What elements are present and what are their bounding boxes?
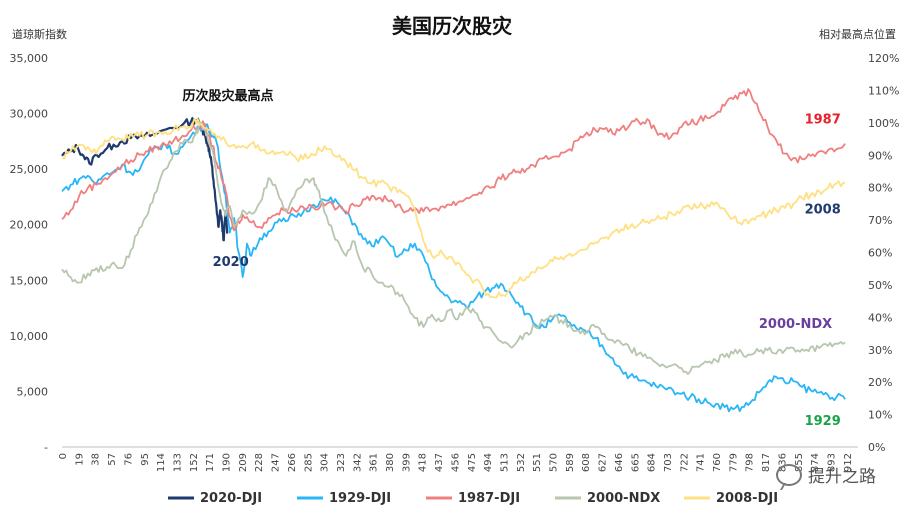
x-tick-label: 475 xyxy=(467,453,478,472)
right-tick-label: 70% xyxy=(868,214,892,227)
x-tick-label: 114 xyxy=(156,453,167,472)
x-tick-label: 855 xyxy=(794,453,805,472)
x-tick-label: 380 xyxy=(385,453,396,472)
legend-label: 2000-NDX xyxy=(587,491,660,506)
right-tick-label: 0% xyxy=(868,441,885,454)
x-tick-label: 209 xyxy=(238,453,249,472)
x-tick-label: 228 xyxy=(254,453,265,472)
x-tick-label: 456 xyxy=(450,453,461,472)
annotation-label: 2000-NDX xyxy=(759,317,832,332)
left-tick-label: - xyxy=(44,441,48,454)
x-tick-label: 133 xyxy=(172,453,183,472)
wechat-icon xyxy=(776,463,802,486)
right-tick-label: 20% xyxy=(868,376,892,389)
x-tick-label: 418 xyxy=(418,453,429,472)
x-tick-label: 646 xyxy=(614,453,625,472)
series-line-1987-dji xyxy=(61,88,846,232)
right-tick-label: 120% xyxy=(868,52,899,65)
right-tick-label: 80% xyxy=(868,182,892,195)
x-tick-label: 779 xyxy=(728,453,739,472)
x-tick-label: 247 xyxy=(271,453,282,472)
left-tick-label: 25,000 xyxy=(10,163,49,176)
x-tick-label: 874 xyxy=(810,453,821,472)
x-tick-label: 57 xyxy=(107,453,118,466)
x-tick-label: 722 xyxy=(679,453,690,472)
x-tick-label: 171 xyxy=(205,453,216,472)
x-tick-label: 836 xyxy=(777,453,788,472)
right-tick-label: 10% xyxy=(868,409,892,422)
watermark-text: 提升之路 xyxy=(808,467,876,487)
annotation-label: 历次股灾最高点 xyxy=(182,88,273,104)
left-tick-label: 15,000 xyxy=(10,274,49,287)
watermark: 提升之路 xyxy=(776,462,876,487)
x-tick-label: 494 xyxy=(483,453,494,472)
x-tick-label: 38 xyxy=(91,453,102,466)
x-tick-label: 912 xyxy=(843,453,854,472)
x-tick-label: 817 xyxy=(761,453,772,472)
left-tick-label: 35,000 xyxy=(10,52,49,65)
x-tick-label: 608 xyxy=(581,453,592,472)
right-tick-label: 50% xyxy=(868,279,892,292)
series-line-1929-dji xyxy=(61,123,846,413)
annotation-label: 2008 xyxy=(805,203,841,218)
x-tick-label: 684 xyxy=(647,453,658,472)
legend-label: 1987-DJI xyxy=(458,491,520,506)
series-line-2000-ndx xyxy=(61,121,846,375)
right-tick-label: 110% xyxy=(868,84,899,97)
x-tick-label: 304 xyxy=(320,453,331,472)
x-tick-label: 285 xyxy=(303,453,314,472)
x-tick-label: 342 xyxy=(352,453,363,472)
left-tick-label: 5,000 xyxy=(17,385,49,398)
x-tick-label: 323 xyxy=(336,453,347,472)
right-tick-label: 60% xyxy=(868,247,892,260)
x-tick-label: 513 xyxy=(499,453,510,472)
annotation-label: 1987 xyxy=(805,113,841,128)
x-tick-label: 361 xyxy=(369,453,380,472)
x-tick-label: 19 xyxy=(74,453,85,466)
x-tick-label: 532 xyxy=(516,453,527,472)
x-tick-label: 190 xyxy=(222,453,233,472)
right-tick-label: 30% xyxy=(868,344,892,357)
x-tick-label: 893 xyxy=(826,453,837,472)
x-tick-label: 760 xyxy=(712,453,723,472)
x-tick-label: 551 xyxy=(532,453,543,472)
chart-title: 美国历次股灾 xyxy=(392,14,512,38)
x-tick-label: 589 xyxy=(565,453,576,472)
x-tick-label: 627 xyxy=(598,453,609,472)
left-tick-label: 30,000 xyxy=(10,108,49,121)
x-tick-label: 152 xyxy=(189,453,200,472)
left-axis-label: 道琼斯指数 xyxy=(12,28,67,41)
x-tick-label: 266 xyxy=(287,453,298,472)
right-axis-label: 相对最高点位置 xyxy=(819,28,896,41)
right-tick-label: 40% xyxy=(868,311,892,324)
series-line-2008-dji xyxy=(61,117,846,299)
x-tick-label: 665 xyxy=(630,453,641,472)
legend-label: 2008-DJI xyxy=(716,491,778,506)
x-tick-label: 76 xyxy=(123,453,134,466)
x-tick-label: 95 xyxy=(140,453,151,466)
left-tick-label: 20,000 xyxy=(10,219,49,232)
legend-label: 1929-DJI xyxy=(329,491,391,506)
x-tick-label: 570 xyxy=(549,453,560,472)
x-tick-label: 703 xyxy=(663,453,674,472)
x-tick-label: 0 xyxy=(58,453,69,459)
annotation-label: 2020 xyxy=(213,255,249,270)
x-tick-label: 741 xyxy=(696,453,707,472)
legend-label: 2020-DJI xyxy=(200,491,262,506)
x-tick-label: 437 xyxy=(434,453,445,472)
x-tick-label: 798 xyxy=(745,453,756,472)
annotation-label: 1929 xyxy=(805,414,841,429)
x-tick-label: 399 xyxy=(401,453,412,472)
right-tick-label: 90% xyxy=(868,149,892,162)
right-tick-label: 100% xyxy=(868,117,899,130)
left-tick-label: 10,000 xyxy=(10,330,49,343)
